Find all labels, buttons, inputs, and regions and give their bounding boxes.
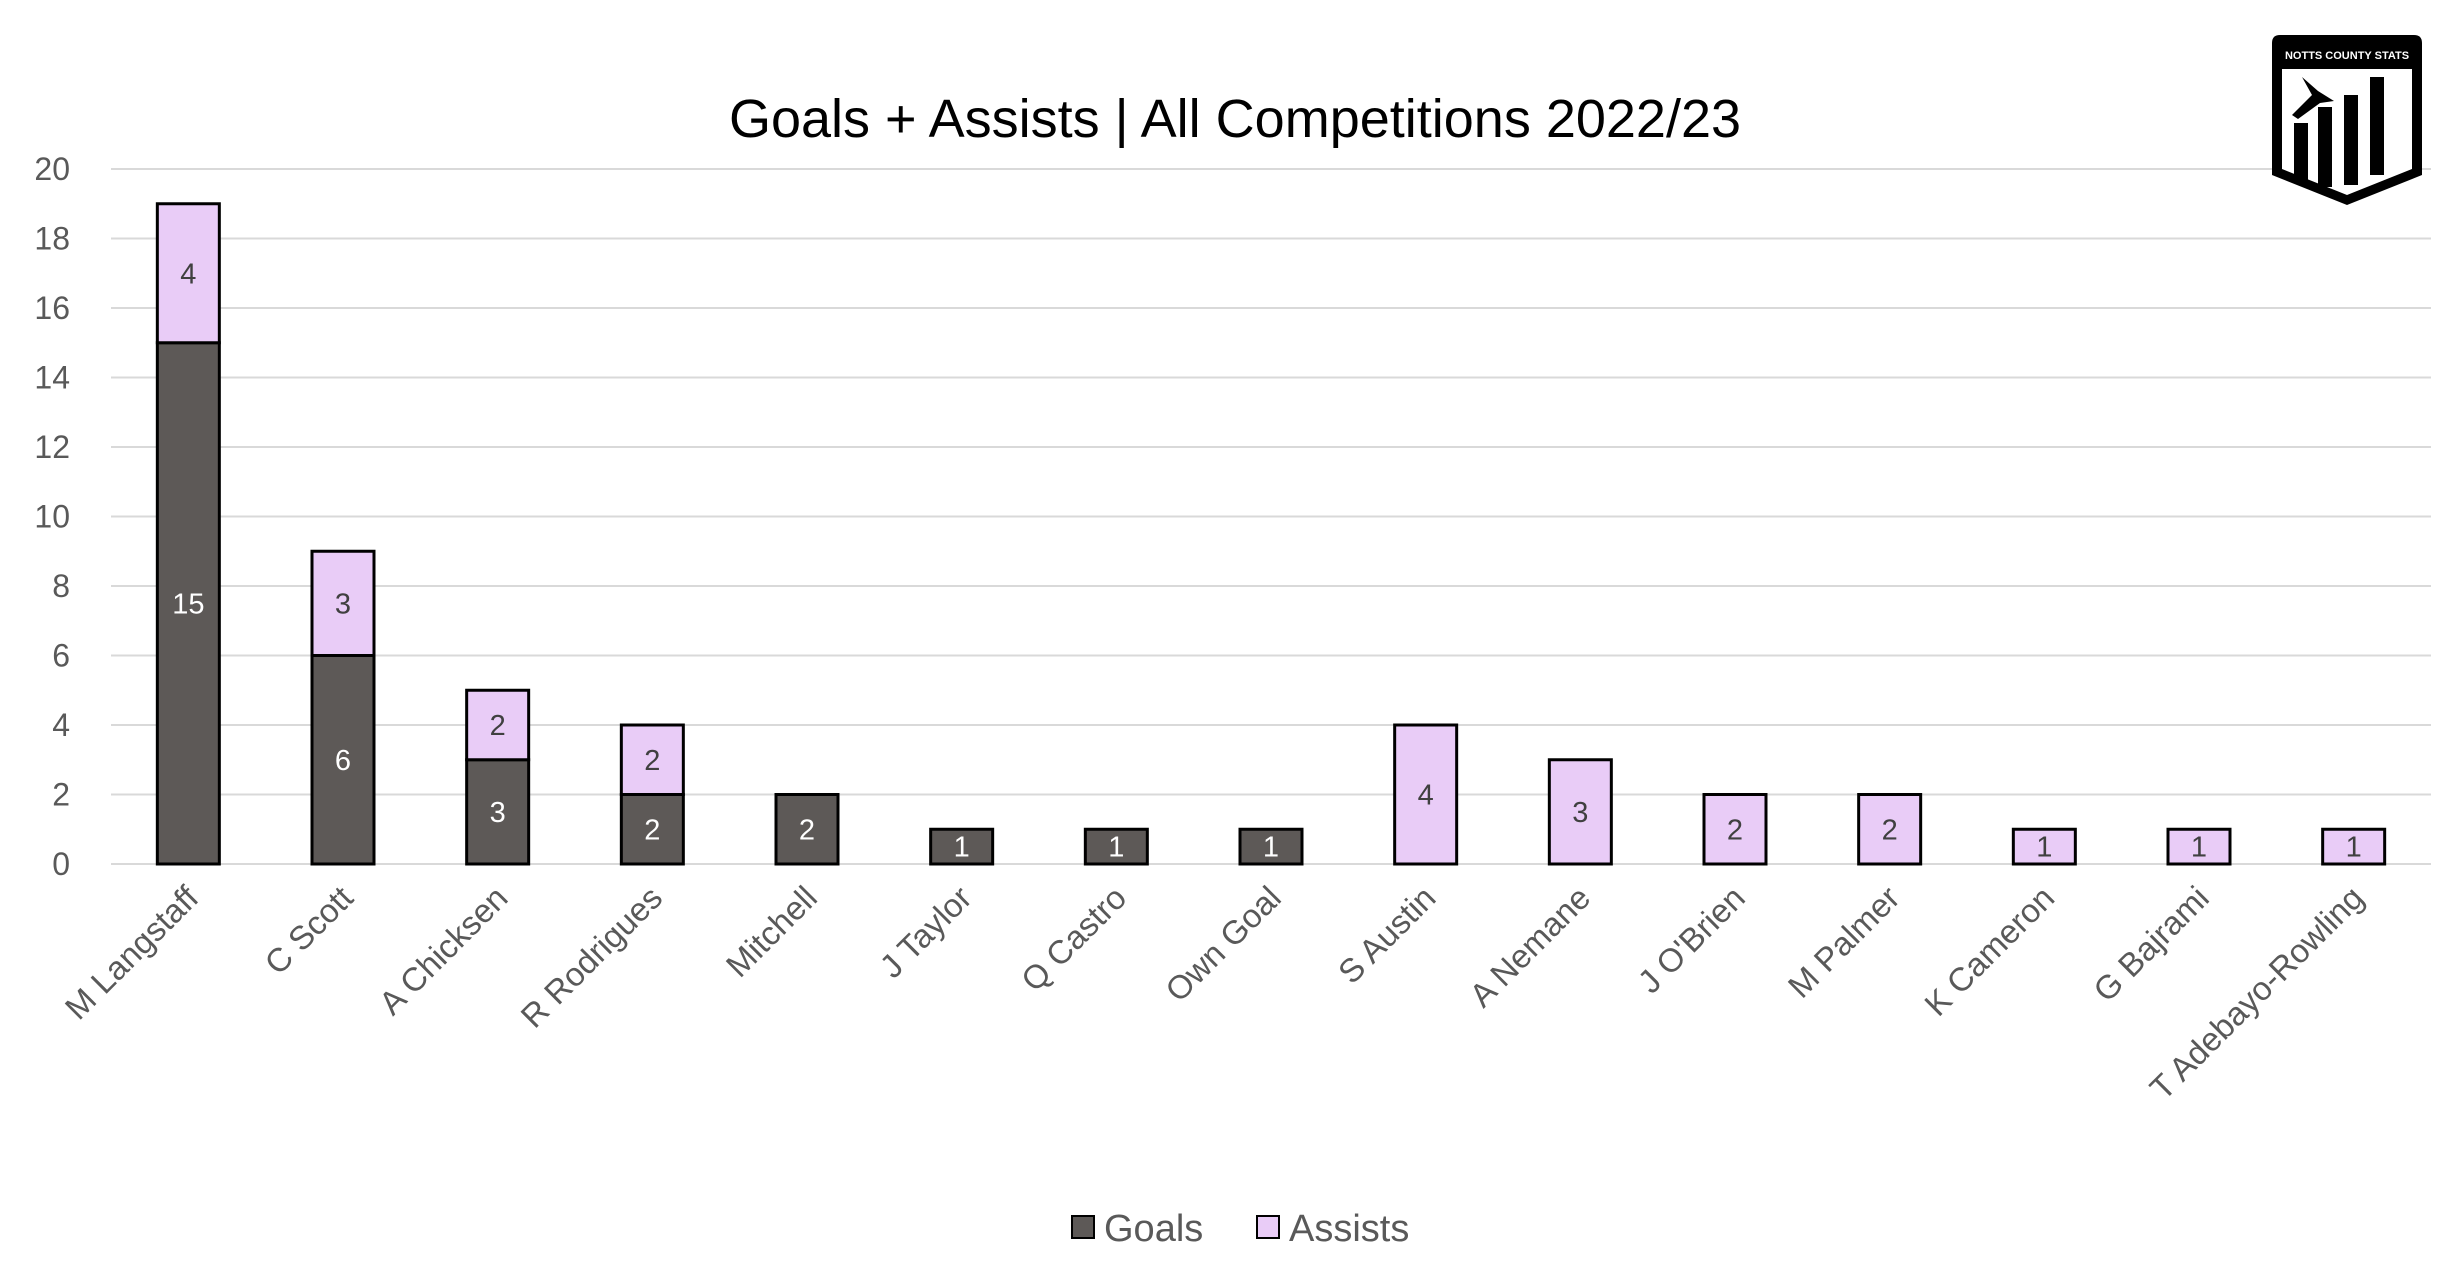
data-label: 2 xyxy=(1727,814,1743,846)
logo-text: NOTTS COUNTY STATS xyxy=(2285,50,2409,62)
y-tick-label: 14 xyxy=(34,360,70,396)
y-tick-label: 20 xyxy=(34,151,70,187)
bar-goals xyxy=(310,654,376,866)
bar-goals xyxy=(774,793,840,866)
y-tick-label: 8 xyxy=(52,568,70,604)
y-tick-label: 10 xyxy=(34,499,70,535)
legend: Goals Assists xyxy=(1071,1208,1409,1250)
bar-goals xyxy=(155,341,221,866)
data-label: 3 xyxy=(335,588,351,620)
legend-label: Goals xyxy=(1104,1208,1203,1250)
bar-assists xyxy=(1393,723,1459,866)
bar-assists xyxy=(619,723,685,796)
bird-icon xyxy=(2292,77,2334,119)
legend-label: Assists xyxy=(1289,1208,1409,1250)
x-tick-label: J Taylor xyxy=(872,879,978,985)
bar-assists xyxy=(1702,793,1768,866)
bar-goals xyxy=(929,827,995,866)
bar-assists xyxy=(155,202,221,345)
data-label: 2 xyxy=(644,814,660,846)
x-tick-label: Own Goal xyxy=(1158,879,1288,1009)
y-tick-label: 4 xyxy=(52,707,70,743)
data-label: 1 xyxy=(954,832,970,864)
y-tick-label: 0 xyxy=(52,846,70,882)
logo: NOTTS COUNTY STATS xyxy=(2272,35,2422,205)
data-label: 15 xyxy=(172,588,204,620)
x-tick-label: A Nemane xyxy=(1462,879,1597,1014)
chart-title: Goals + Assists | All Competitions 2022/… xyxy=(729,89,1741,149)
data-label: 2 xyxy=(644,745,660,777)
data-label: 1 xyxy=(1263,832,1279,864)
data-label: 1 xyxy=(1108,832,1124,864)
data-label: 1 xyxy=(2036,832,2052,864)
y-tick-label: 2 xyxy=(52,777,70,813)
x-tick-label: C Scott xyxy=(257,879,360,982)
data-label: 6 xyxy=(335,745,351,777)
bar-goals xyxy=(465,758,531,866)
bar-assists xyxy=(2166,827,2232,866)
x-tick-label: A Chicksen xyxy=(372,879,515,1022)
x-tick-label: Mitchell xyxy=(719,879,824,984)
y-tick-label: 6 xyxy=(52,638,70,674)
y-tick-label: 16 xyxy=(34,290,70,326)
x-tick-label: S Austin xyxy=(1331,879,1443,991)
x-tick-label: M Langstaff xyxy=(58,878,206,1026)
data-label: 3 xyxy=(1572,797,1588,829)
bars: 15 4 6 3 3 2 2 2 2 1 1 1 4 3 2 2 1 1 1 xyxy=(155,202,2387,866)
data-label: 4 xyxy=(180,258,196,290)
y-tick-label: 18 xyxy=(34,221,70,257)
bar-assists xyxy=(2011,827,2077,866)
bar-assists xyxy=(465,688,531,762)
bar-assists xyxy=(1857,793,1923,866)
legend-swatch-goals xyxy=(1071,1215,1095,1239)
bar-goals xyxy=(1083,827,1149,866)
x-tick-label: R Rodrigues xyxy=(513,879,669,1035)
x-tick-label: K Cameron xyxy=(1917,879,2061,1023)
gridlines xyxy=(111,168,2431,865)
x-tick-label: Q Castro xyxy=(1014,879,1134,999)
data-label: 4 xyxy=(1418,780,1434,812)
bar-goals xyxy=(1238,827,1304,866)
data-label: 3 xyxy=(490,797,506,829)
bar-assists xyxy=(1547,758,1613,866)
data-label: 2 xyxy=(490,710,506,742)
y-tick-label: 12 xyxy=(34,429,70,465)
x-tick-label: M Palmer xyxy=(1781,879,1907,1005)
data-label: 2 xyxy=(1882,814,1898,846)
x-tick-label: G Bajrami xyxy=(2086,879,2216,1009)
data-label: 1 xyxy=(2191,832,2207,864)
x-tick-label: J O'Brien xyxy=(1631,879,1752,1000)
data-label: 1 xyxy=(2346,832,2362,864)
bar-assists xyxy=(2321,827,2387,866)
y-axis: 0 2 4 6 8 10 12 14 16 18 20 xyxy=(34,151,70,882)
legend-swatch-assists xyxy=(1256,1215,1280,1239)
data-label: 2 xyxy=(799,814,815,846)
bar-assists xyxy=(310,549,376,657)
